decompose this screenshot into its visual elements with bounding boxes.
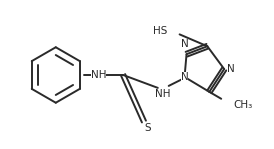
Text: NH: NH xyxy=(155,89,170,99)
Text: N: N xyxy=(181,39,189,49)
Text: S: S xyxy=(145,122,151,132)
Text: N: N xyxy=(181,72,189,82)
Text: CH₃: CH₃ xyxy=(233,100,252,110)
Text: N: N xyxy=(227,64,235,74)
Text: HS: HS xyxy=(153,26,168,36)
Text: NH: NH xyxy=(91,70,106,80)
